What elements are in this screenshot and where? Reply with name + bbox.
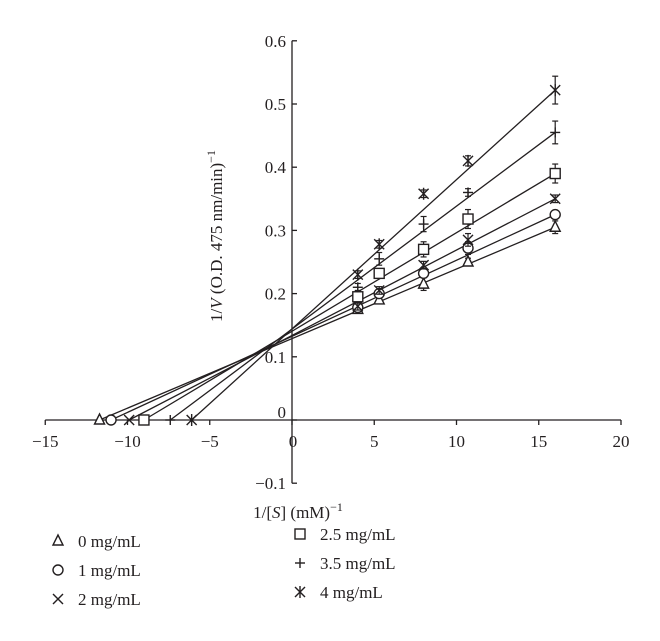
y-tick-label: 0.2 <box>265 285 286 304</box>
x-intercept-marker-0-mg-ml <box>93 412 106 425</box>
data-point-2-5-mg-ml <box>462 208 474 230</box>
legend-marker <box>52 564 64 576</box>
legend-item-2-5-mg-ml: 2.5 mg/mL <box>294 525 396 544</box>
y-tick-label: −0.1 <box>255 474 286 493</box>
fit-line-2-5-mg-ml <box>143 172 556 421</box>
legend-marker <box>51 533 65 546</box>
legend-label: 2.5 mg/mL <box>320 525 396 544</box>
data-point-0-mg-ml <box>417 276 430 292</box>
axis-ticks: −15 −10 −5 0 5 10 15 20 −0.1 0 0.1 0.2 0.3 0.4 0.5 0.6 <box>32 32 630 493</box>
data-point-2-mg-ml <box>549 193 561 205</box>
x-tick-label: 10 <box>448 432 465 451</box>
data-point-3-5-mg-ml <box>550 120 561 145</box>
legend-marker <box>294 586 306 598</box>
x-tick-label: −15 <box>32 432 59 451</box>
fit-line-0-mg-ml <box>99 226 556 421</box>
y-tick-label: 0.3 <box>265 221 286 240</box>
x-intercept-marker-3-5-mg-ml <box>165 415 176 425</box>
data-point-4-mg-ml <box>549 75 561 105</box>
data-point-4-mg-ml <box>352 268 364 281</box>
data-point-2-mg-ml <box>418 259 430 271</box>
fit-line-2-mg-ml <box>128 198 556 421</box>
legend-marker <box>52 593 64 605</box>
data-point-3-5-mg-ml <box>418 215 429 233</box>
data-point-2-5-mg-ml <box>549 163 561 184</box>
data-point-4-mg-ml <box>462 154 474 167</box>
y-tick-label: 0.1 <box>265 348 286 367</box>
data-point-2-5-mg-ml <box>352 289 364 304</box>
legend-item-3-5-mg-ml: 3.5 mg/mL <box>295 554 396 573</box>
y-tick-label: 0.5 <box>265 95 286 114</box>
data-point-3-5-mg-ml <box>463 187 474 198</box>
fit-line-4-mg-ml <box>191 89 556 421</box>
data-point-2-5-mg-ml <box>417 241 430 258</box>
x-intercept-marker-2-5-mg-ml <box>138 414 150 426</box>
y-tick-label: 0.6 <box>265 32 286 51</box>
data-point-1-mg-ml <box>549 208 561 221</box>
data-point-1-mg-ml <box>417 267 430 280</box>
data-point-4-mg-ml <box>418 187 430 200</box>
legend-item-1-mg-ml: 1 mg/mL <box>52 561 141 580</box>
legend-label: 0 mg/mL <box>78 532 141 551</box>
x-tick-label: 15 <box>530 432 547 451</box>
data-point-0-mg-ml <box>549 219 562 235</box>
legend: 0 mg/mL 1 mg/mL 2 mg/mL 2.5 mg/mL 3.5 mg/mL 4… <box>51 525 396 609</box>
legend-label: 3.5 mg/mL <box>320 554 396 573</box>
legend-label: 4 mg/mL <box>320 583 383 602</box>
legend-item-0-mg-ml: 0 mg/mL <box>51 532 141 551</box>
legend-label: 1 mg/mL <box>78 561 141 580</box>
data-point-2-mg-ml <box>462 232 474 247</box>
data-point-0-mg-ml <box>461 254 475 267</box>
legend-marker <box>294 528 306 540</box>
data-point-4-mg-ml <box>373 238 385 251</box>
fit-line-1-mg-ml <box>110 214 556 421</box>
x-intercept-marker-4-mg-ml <box>186 414 198 426</box>
x-intercept-marker-2-mg-ml <box>123 414 135 426</box>
y-axis-title: 1/V (O.D. 475 nm/min)−1 <box>204 150 226 322</box>
legend-marker <box>295 558 305 568</box>
x-tick-label: 0 <box>289 432 298 451</box>
x-intercept-marker-1-mg-ml <box>105 414 117 426</box>
data-point-3-5-mg-ml <box>352 282 363 293</box>
y-tick-label: 0.4 <box>265 158 287 177</box>
x-tick-label: −10 <box>114 432 141 451</box>
data-point-2-5-mg-ml <box>373 267 385 280</box>
x-tick-label: −5 <box>201 432 219 451</box>
data-point-3-5-mg-ml <box>374 251 385 266</box>
fit-lines <box>99 89 556 421</box>
x-tick-label: 20 <box>613 432 630 451</box>
legend-item-4-mg-ml: 4 mg/mL <box>294 583 383 602</box>
x-axis-title: 1/[S] (mM)−1 <box>253 500 343 522</box>
x-tick-label: 5 <box>370 432 379 451</box>
data-points <box>93 75 562 426</box>
legend-label: 2 mg/mL <box>78 590 141 609</box>
legend-item-2-mg-ml: 2 mg/mL <box>52 590 141 609</box>
fit-line-3-5-mg-ml <box>169 131 556 421</box>
data-point-2-mg-ml <box>373 284 385 296</box>
y-tick-label: 0 <box>278 403 287 422</box>
